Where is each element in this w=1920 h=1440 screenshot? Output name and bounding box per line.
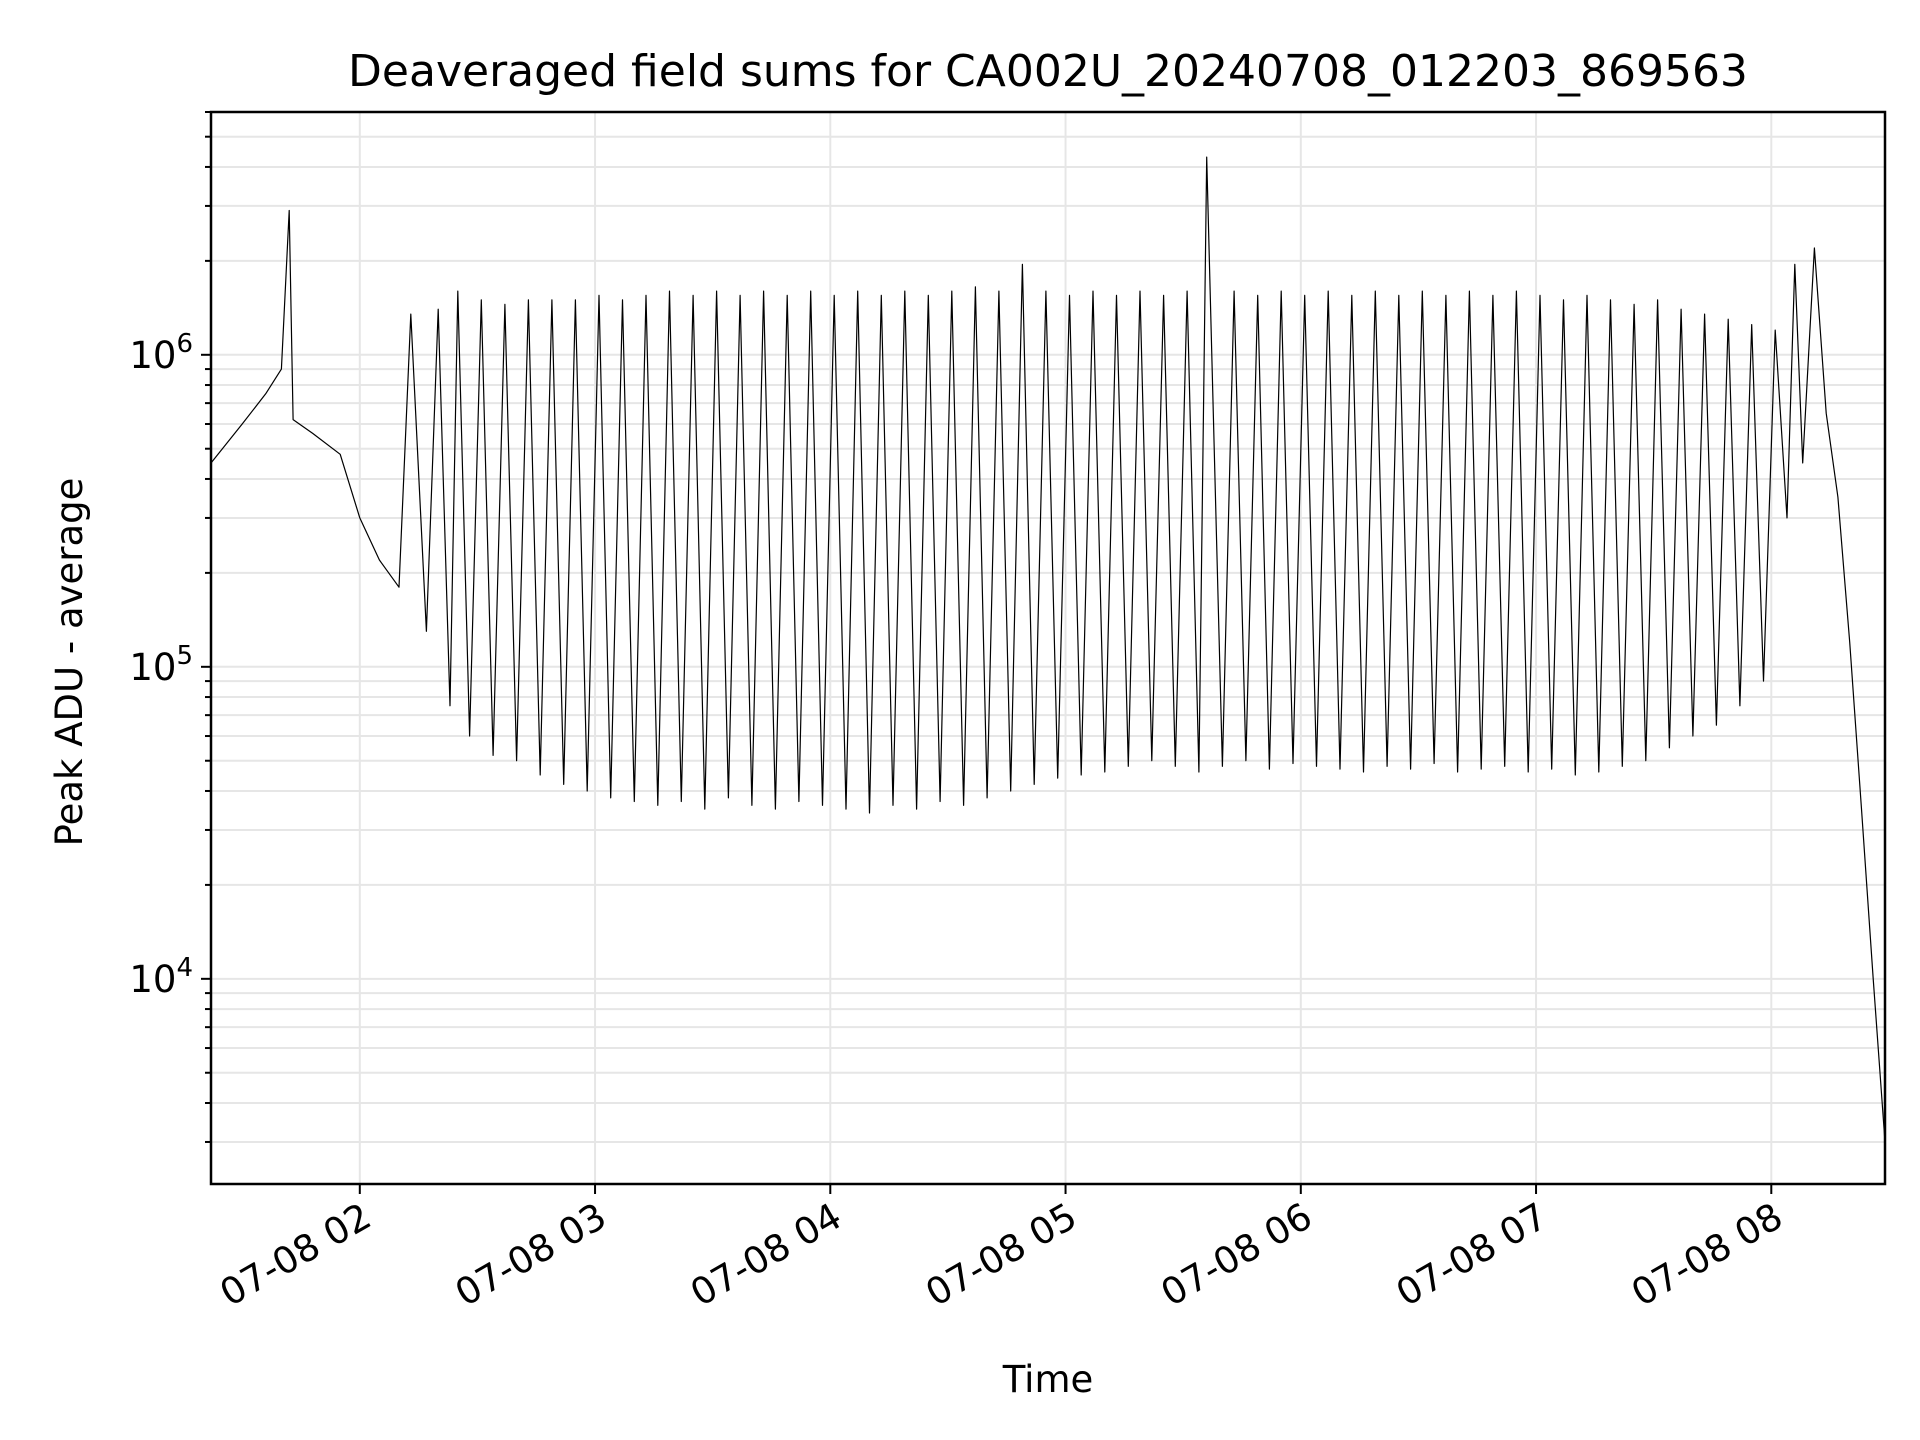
plot-frame [209, 110, 1887, 1186]
y-axis: 104 105 106 [129, 111, 211, 1143]
series-layer [210, 156, 1886, 1143]
series-line [210, 156, 1886, 1143]
y-axis-label: Peak ADU - average [48, 478, 91, 847]
y-tick-label: 105 [129, 641, 193, 689]
x-axis-label: Time [1002, 1358, 1094, 1401]
y-tick-label: 106 [129, 329, 193, 377]
y-tick-label: 104 [129, 953, 193, 1001]
chart-title: Deaveraged field sums for CA002U_2024070… [348, 46, 1748, 97]
